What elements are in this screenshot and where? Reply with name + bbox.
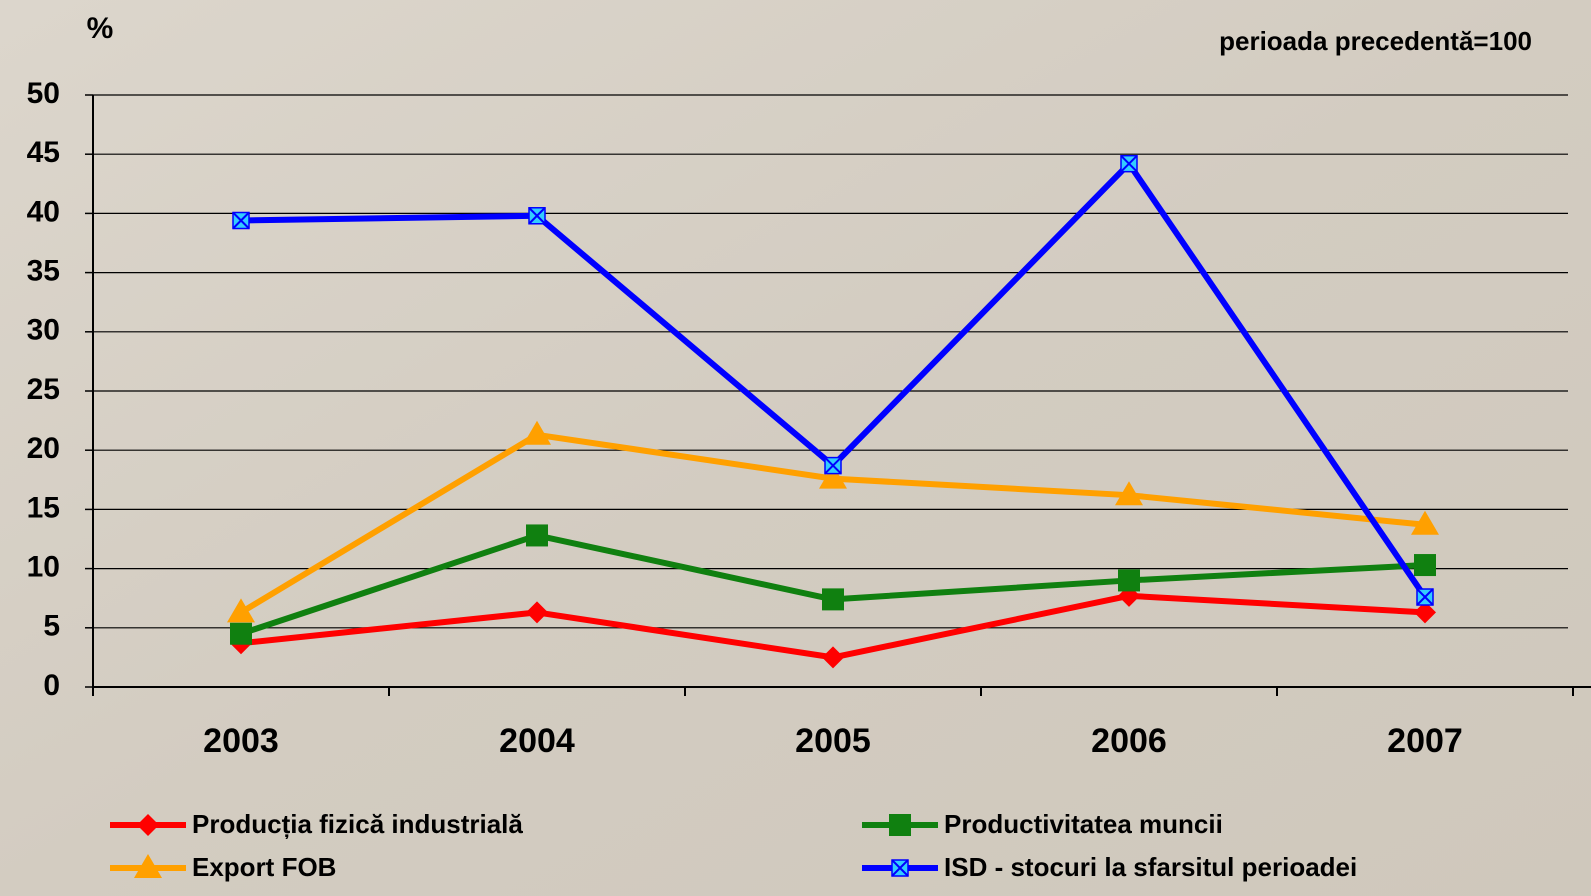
y-tick-label: 40 — [27, 195, 60, 228]
y-tick-label: 25 — [27, 373, 60, 406]
y-tick-label: 5 — [43, 610, 60, 643]
marker-part — [889, 814, 911, 836]
y-tick-label: 30 — [27, 314, 60, 347]
marker — [134, 854, 162, 878]
marker-part — [824, 456, 842, 475]
marker — [891, 859, 909, 877]
marker-part — [137, 814, 159, 836]
marker-part — [526, 524, 548, 547]
y-tick-label: 15 — [27, 491, 60, 524]
marker — [523, 420, 551, 445]
marker-part — [526, 601, 548, 624]
marker-part — [227, 598, 255, 623]
y-tick-label: 45 — [27, 136, 60, 169]
marker-part — [1118, 569, 1140, 592]
marker — [819, 464, 847, 489]
marker-part — [1414, 601, 1436, 624]
marker-part — [230, 622, 252, 645]
y-tick-label: 50 — [27, 77, 60, 110]
marker — [1416, 588, 1434, 606]
marker — [1115, 481, 1143, 506]
marker — [1414, 554, 1436, 577]
y-tick-label: 20 — [27, 432, 60, 465]
x-tick-label: 2007 — [1387, 722, 1463, 760]
marker — [1414, 601, 1436, 624]
marker-part — [134, 854, 162, 878]
marker-part — [1414, 554, 1436, 577]
marker-part — [1411, 510, 1439, 535]
marker-part — [1120, 154, 1138, 173]
x-tick-label: 2005 — [795, 722, 871, 760]
marker — [1118, 569, 1140, 592]
legend-label: Productivitatea muncii — [944, 809, 1223, 839]
x-tick-label: 2003 — [203, 722, 279, 760]
marker-part — [1115, 481, 1143, 506]
legend-label: ISD - stocuri la sfarsitul perioadei — [944, 852, 1357, 882]
x-tick-label: 2006 — [1091, 722, 1167, 760]
marker — [232, 211, 250, 230]
legend-label: Producția fizică industrială — [192, 809, 523, 839]
legend-label: Export FOB — [192, 852, 336, 882]
annotation: perioada precedentă=100 — [1219, 26, 1532, 56]
marker — [824, 456, 842, 475]
marker — [137, 814, 159, 836]
y-axis-label: % — [87, 12, 114, 45]
marker-part — [1416, 588, 1434, 606]
y-tick-label: 35 — [27, 255, 60, 288]
marker — [230, 622, 252, 645]
marker-part — [819, 464, 847, 489]
y-tick-label: 10 — [27, 551, 60, 584]
y-tick-label: 0 — [43, 669, 60, 702]
marker — [227, 598, 255, 623]
marker — [822, 588, 844, 611]
marker — [1411, 510, 1439, 535]
marker — [528, 207, 546, 225]
marker-part — [822, 588, 844, 611]
x-tick-label: 2004 — [499, 722, 575, 760]
marker-part — [523, 420, 551, 445]
marker-part — [822, 646, 844, 669]
marker — [822, 646, 844, 669]
marker — [1120, 154, 1138, 173]
marker-part — [528, 207, 546, 225]
marker-part — [232, 211, 250, 230]
marker-part — [891, 859, 909, 877]
marker — [526, 601, 548, 624]
marker — [889, 814, 911, 836]
marker — [526, 524, 548, 547]
